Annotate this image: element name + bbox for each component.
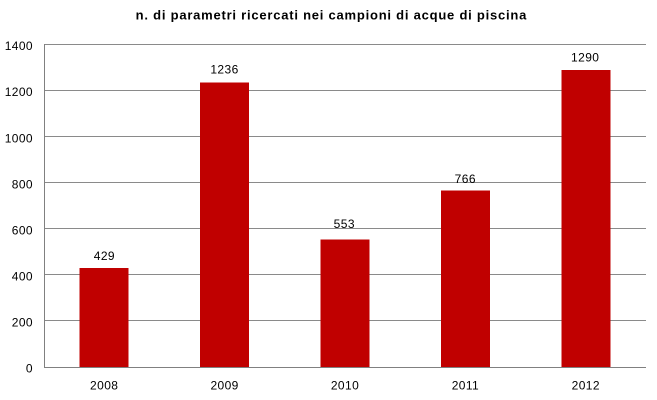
svg-text:766: 766 bbox=[455, 172, 476, 186]
svg-text:2009: 2009 bbox=[210, 379, 238, 393]
svg-text:800: 800 bbox=[12, 177, 33, 191]
svg-text:400: 400 bbox=[12, 269, 33, 283]
svg-text:1000: 1000 bbox=[5, 131, 33, 145]
svg-text:553: 553 bbox=[334, 217, 355, 231]
svg-text:n. di parametri ricercati nei: n. di parametri ricercati nei campioni d… bbox=[136, 8, 527, 23]
svg-text:200: 200 bbox=[12, 315, 33, 329]
svg-text:1400: 1400 bbox=[5, 39, 33, 53]
svg-text:2012: 2012 bbox=[572, 379, 600, 393]
svg-text:0: 0 bbox=[26, 361, 33, 375]
svg-text:1236: 1236 bbox=[210, 62, 238, 76]
svg-text:2010: 2010 bbox=[331, 379, 359, 393]
svg-text:2008: 2008 bbox=[90, 379, 118, 393]
svg-text:1200: 1200 bbox=[5, 85, 33, 99]
svg-text:1290: 1290 bbox=[571, 50, 599, 64]
svg-text:600: 600 bbox=[12, 223, 33, 237]
svg-text:429: 429 bbox=[94, 249, 115, 263]
svg-text:2011: 2011 bbox=[452, 379, 479, 393]
